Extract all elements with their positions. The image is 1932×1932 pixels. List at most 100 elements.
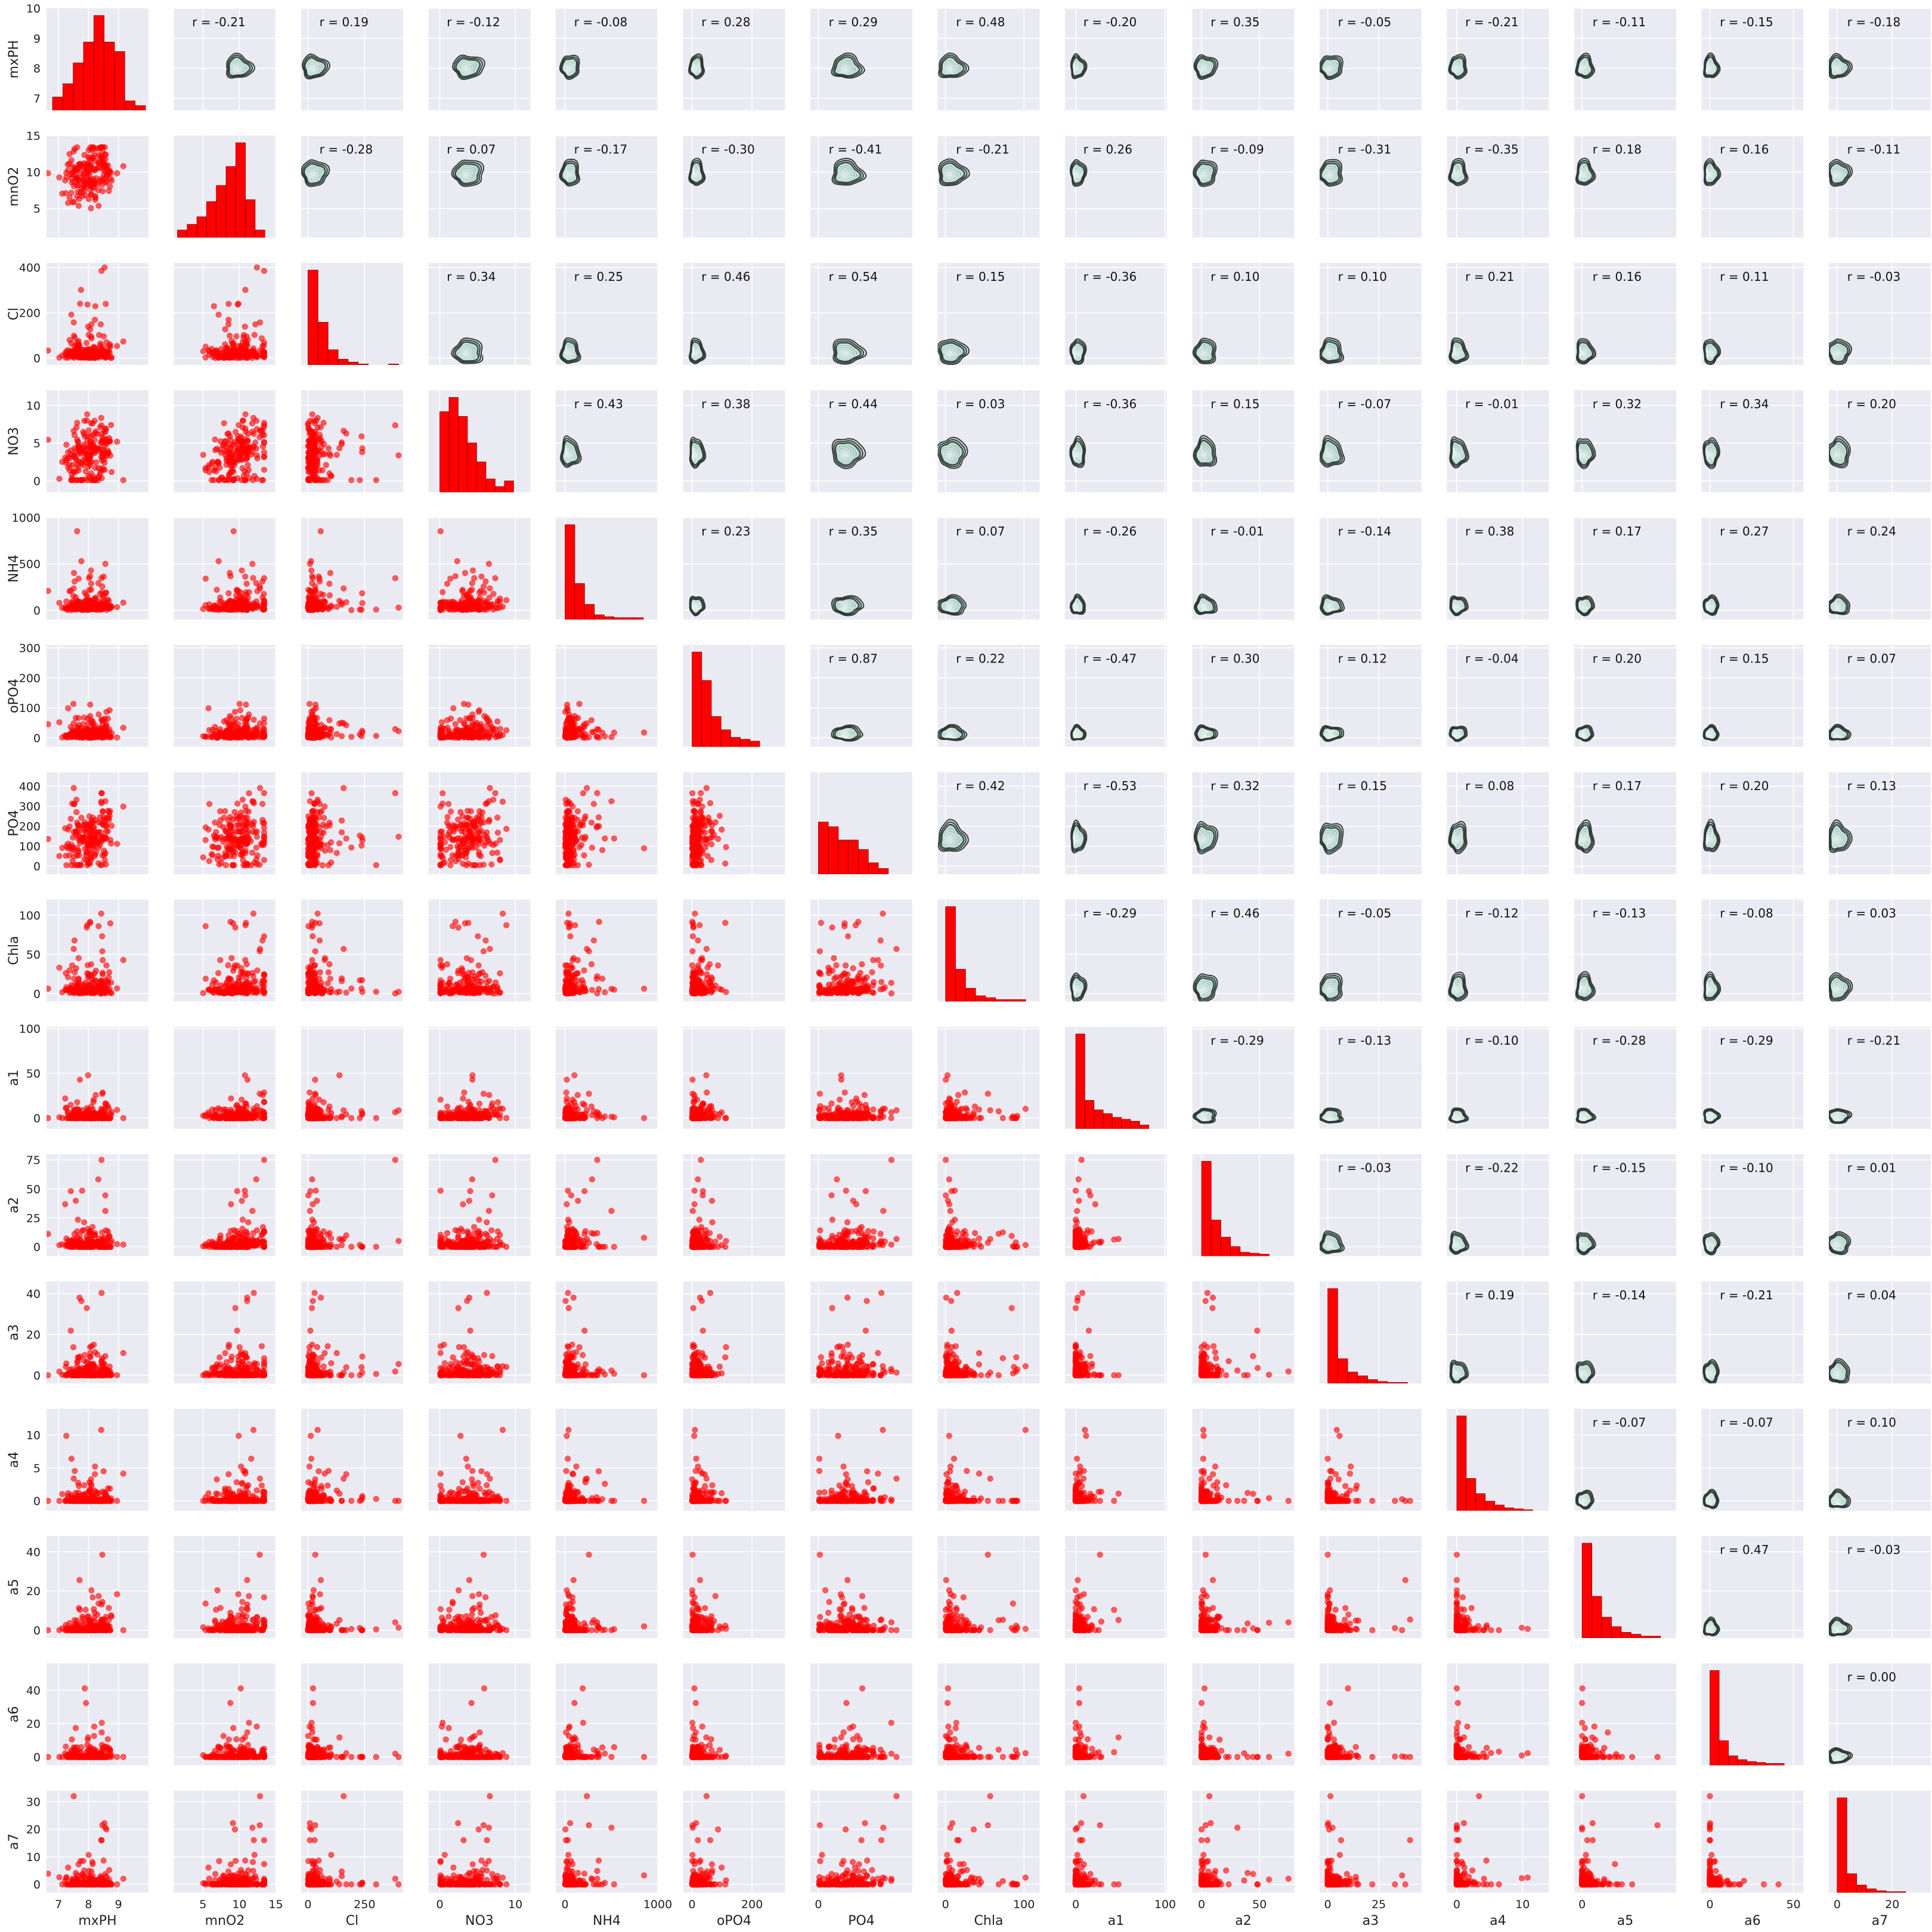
kde-contour (1320, 594, 1345, 616)
panel-mnO2-vs-Chla: r = -0.21 (937, 135, 1040, 238)
kde-contour (1320, 55, 1343, 80)
scatter-point (465, 590, 472, 597)
kde-contour (559, 337, 581, 364)
scatter-point (249, 561, 256, 567)
panel-Cl-vs-a7: r = -0.03 (1829, 263, 1931, 365)
scatter-point (102, 561, 109, 567)
scatter-point (98, 790, 105, 797)
scatter-point (85, 823, 92, 829)
panel-marks (688, 53, 705, 80)
scatter-point (56, 719, 63, 726)
scatter-point (47, 436, 51, 443)
scatter-point (99, 350, 106, 357)
scatter-point (608, 734, 615, 741)
panel-Cl-vs-a3: r = 0.10 (1320, 263, 1422, 365)
y-tick-label: 200 (19, 307, 41, 320)
kde-contour (1320, 725, 1345, 742)
panel-NO3-vs-a6: r = 0.34 (1701, 390, 1804, 493)
scatter-point (218, 860, 225, 866)
scatter-point (91, 473, 97, 480)
scatter-point (318, 444, 325, 450)
y-tick-label: 300 (19, 642, 41, 655)
scatter-point (256, 720, 264, 727)
correlation-label: r = 0.28 (701, 15, 750, 29)
scatter-point (256, 319, 264, 326)
scatter-point (71, 199, 78, 206)
panel-marks (1320, 435, 1345, 468)
kde-contour (1070, 723, 1087, 741)
panel-NH4-vs-a2: r = -0.01 (1192, 517, 1295, 620)
scatter-point (92, 450, 98, 456)
kde-contour (689, 596, 706, 617)
scatter-point (235, 347, 242, 354)
kde-contour (1327, 351, 1332, 355)
hist-bar (255, 230, 265, 238)
hist-bar (62, 83, 74, 110)
scatter-point (94, 181, 101, 187)
correlation-label: r = 0.23 (701, 524, 750, 538)
scatter-point (99, 583, 106, 590)
panel-marks (451, 337, 484, 364)
panel-marks (437, 528, 510, 614)
scatter-point (476, 852, 482, 858)
scatter-point (312, 583, 318, 590)
panel-background (1829, 135, 1931, 238)
hist-bar (458, 416, 468, 493)
panel-marks (1069, 338, 1087, 365)
scatter-point (74, 175, 80, 181)
scatter-point (76, 196, 83, 202)
correlation-label: r = 0.15 (1210, 397, 1259, 411)
scatter-point (100, 814, 107, 821)
kde-contour (1192, 338, 1217, 364)
kde-contour (1708, 732, 1712, 736)
panel-marks (1192, 338, 1217, 364)
scatter-point (445, 603, 452, 610)
scatter-point (461, 722, 468, 728)
scatter-point (395, 727, 402, 735)
kde-contour (948, 605, 952, 608)
scatter-point (250, 798, 257, 805)
panel-marks (1575, 157, 1596, 186)
scatter-point (75, 202, 82, 209)
scatter-point (95, 711, 102, 718)
scatter-point (86, 345, 94, 352)
scatter-point (99, 448, 106, 456)
correlation-label: r = 0.29 (829, 15, 878, 29)
panel-marks (831, 52, 865, 79)
kde-contour (463, 351, 469, 355)
correlation-label: r = -0.31 (1338, 143, 1391, 157)
kde-contour (1069, 593, 1086, 615)
panel-Cl-vs-Chla: r = 0.15 (937, 263, 1040, 365)
panel-marks (1703, 52, 1721, 78)
scatter-point (454, 816, 462, 823)
scatter-point (242, 730, 248, 737)
kde-contour (831, 595, 865, 617)
kde-contour (1582, 351, 1586, 355)
scatter-point (70, 720, 77, 727)
correlation-label: r = 0.38 (701, 397, 750, 411)
scatter-point (227, 722, 233, 728)
scatter-point (459, 586, 466, 593)
scatter-point (212, 447, 219, 454)
correlation-label: r = 0.30 (1210, 652, 1259, 666)
scatter-point (80, 185, 87, 191)
scatter-point (209, 852, 216, 859)
kde-contour (1835, 172, 1840, 177)
correlation-label: r = -0.15 (1720, 15, 1773, 29)
panel-marks (1320, 55, 1343, 80)
panel-oPO4-vs-Chla: r = 0.22 (937, 645, 1040, 747)
scatter-point (106, 168, 113, 175)
scatter-point (256, 585, 264, 592)
hist-bar (114, 51, 125, 110)
scatter-point (256, 785, 264, 791)
scatter-point (259, 801, 266, 807)
scatter-point (306, 722, 312, 728)
correlation-label: r = 0.87 (829, 652, 878, 666)
scatter-point (317, 528, 324, 535)
scatter-point (81, 151, 88, 159)
panel-marks (1829, 159, 1853, 187)
kde-contour (1327, 605, 1332, 608)
scatter-point (490, 590, 497, 597)
scatter-point (324, 604, 331, 611)
scatter-point (327, 847, 334, 853)
